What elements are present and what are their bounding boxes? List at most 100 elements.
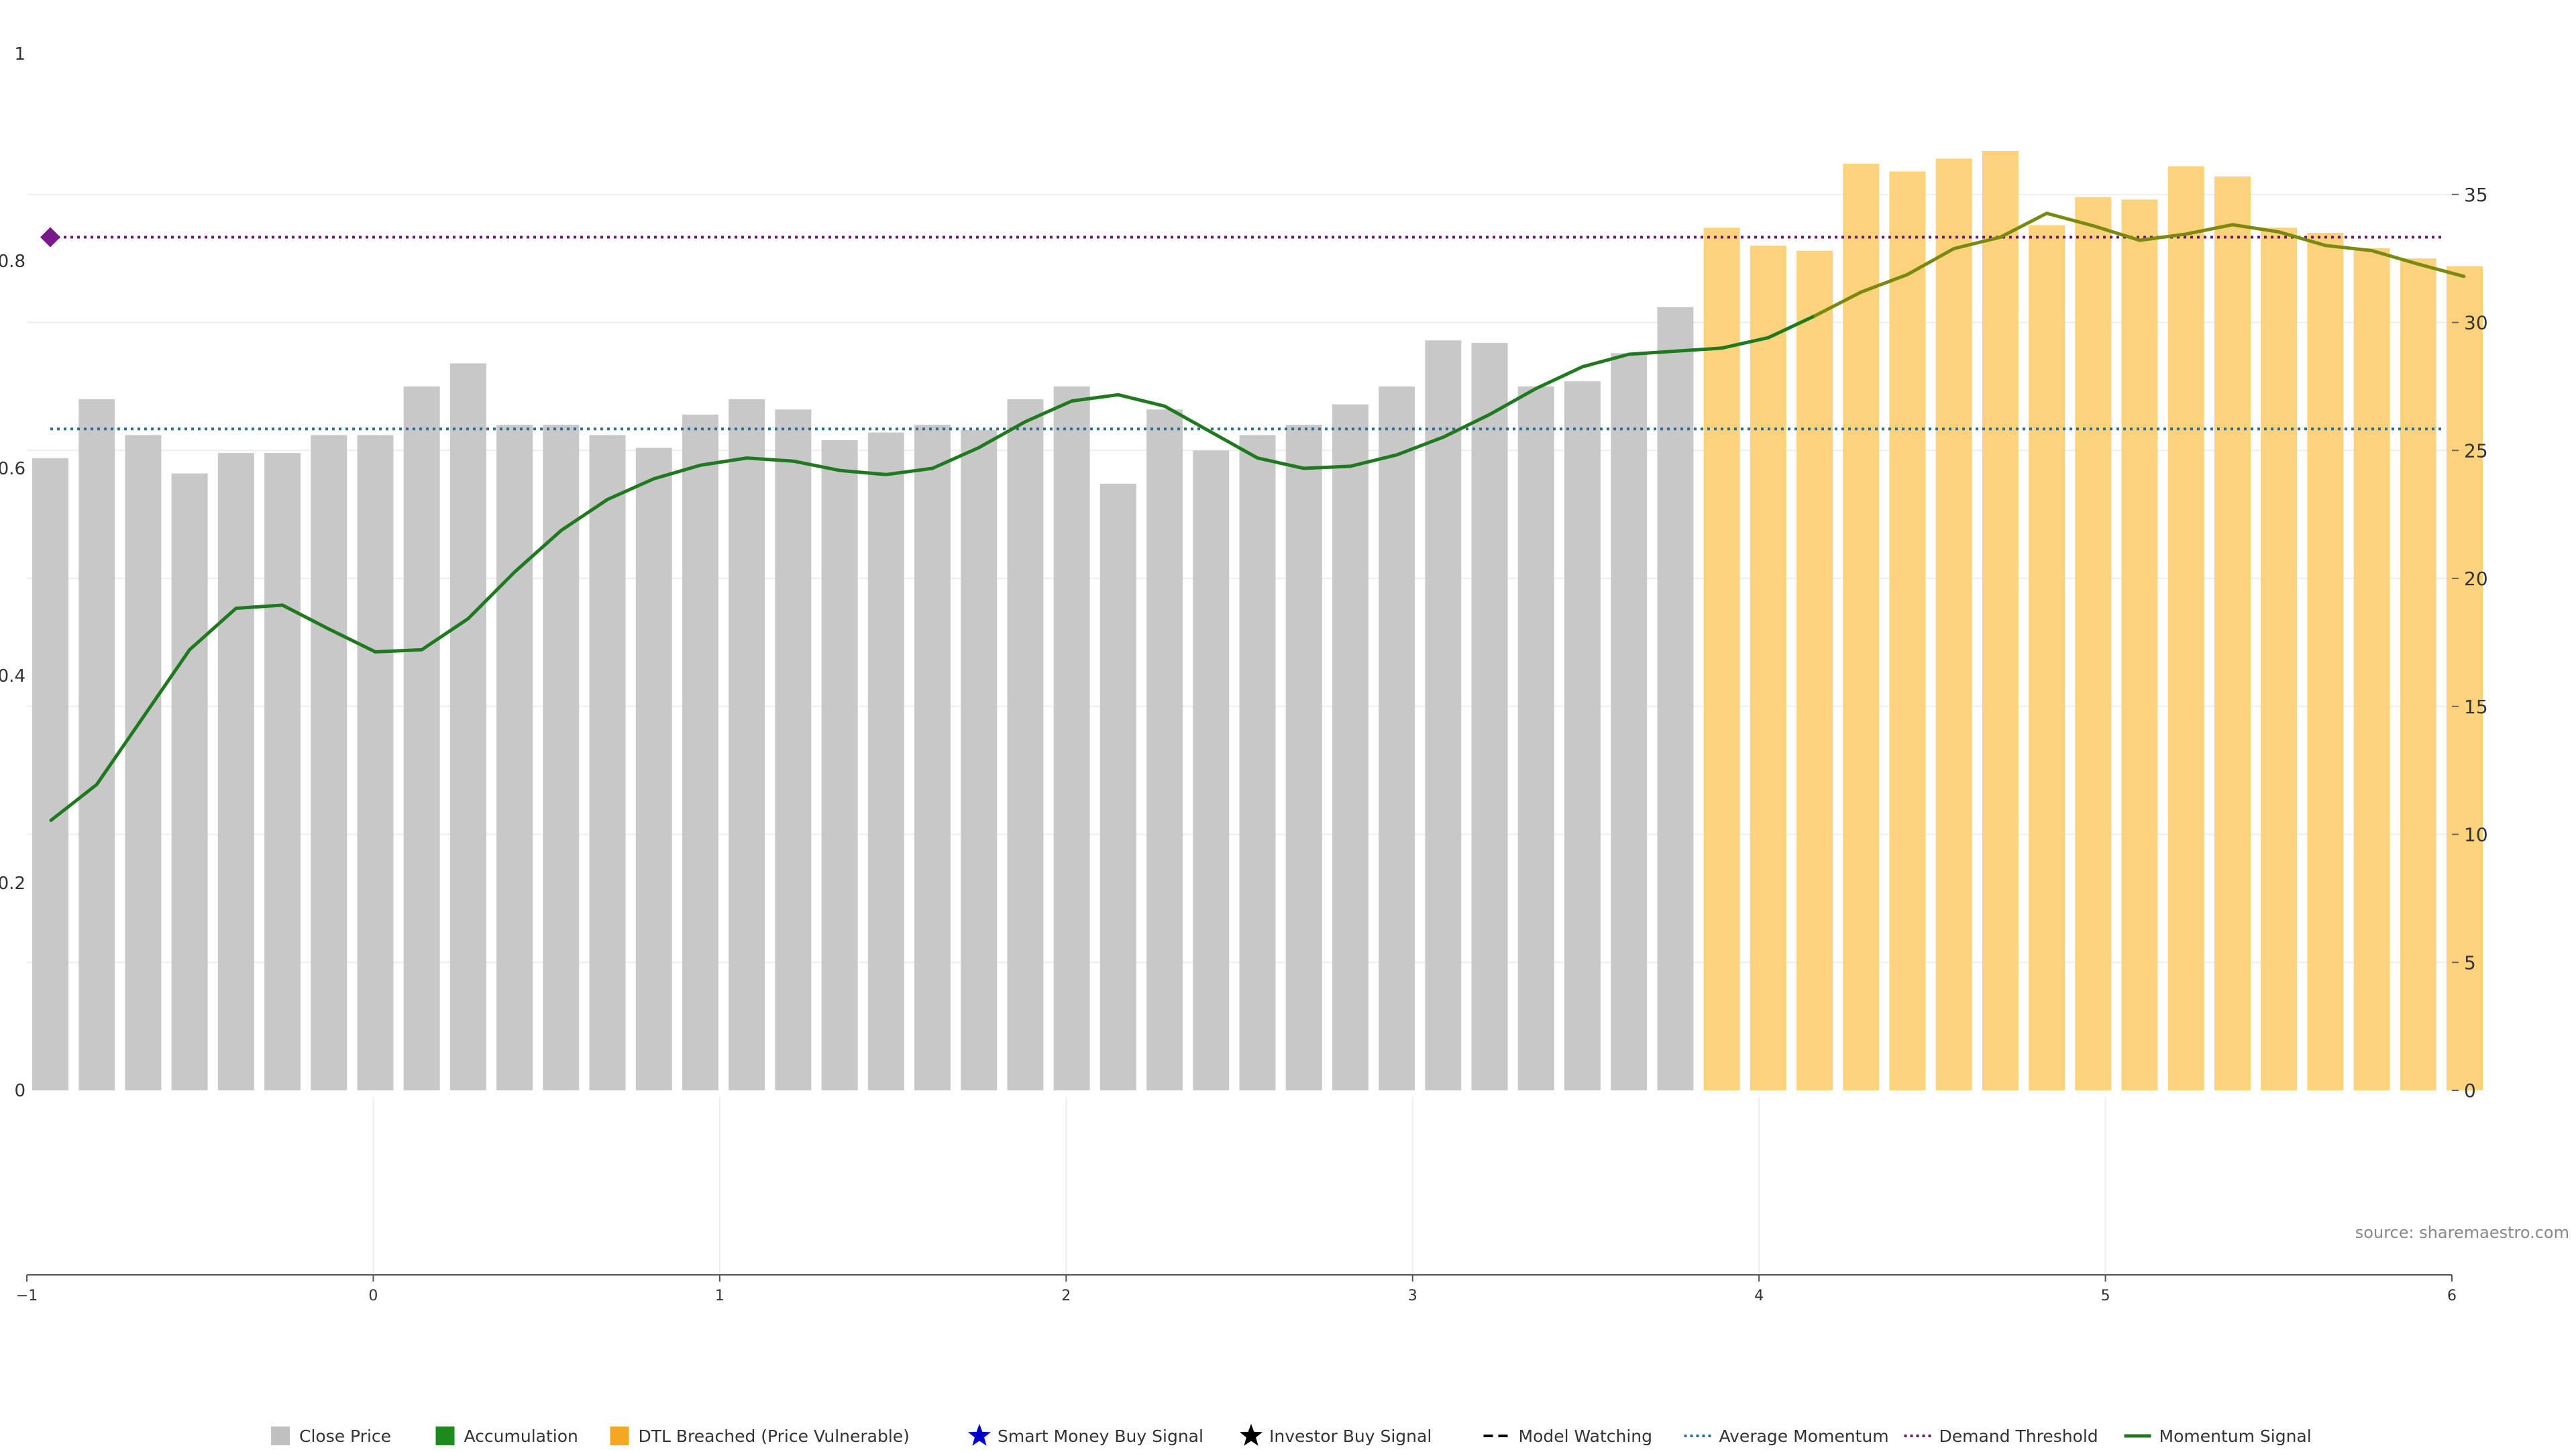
dtl-breached-bar	[2167, 166, 2204, 1091]
legend-label: Close Price	[299, 1427, 391, 1446]
dtl-breached-bar	[1889, 171, 1926, 1091]
legend-item: Accumulation	[435, 1427, 578, 1446]
momentum-signal-point	[189, 648, 191, 651]
close-price-bar	[821, 440, 858, 1090]
x-axis-tick-label: 6	[2447, 1288, 2457, 1304]
momentum-signal-point	[2371, 250, 2373, 252]
x-axis-tick-label: 4	[1754, 1288, 1764, 1304]
legend-square-icon	[271, 1427, 290, 1445]
dtl-breached-bar	[1750, 246, 1786, 1091]
close-price-bar	[1517, 386, 1554, 1090]
close-price-bar	[125, 435, 162, 1090]
left-axis-tick-label: 0.6	[0, 459, 25, 479]
close-price-bar	[1564, 381, 1601, 1090]
momentum-signal-point	[513, 571, 516, 573]
momentum-signal-point	[2139, 239, 2141, 242]
left-axis-tick-label: 0	[14, 1081, 25, 1101]
legend-label: Demand Threshold	[1939, 1427, 2098, 1446]
momentum-signal-point	[1163, 405, 1166, 407]
reference-lines-layer	[40, 227, 2445, 431]
dtl-breached-bar	[2029, 225, 2065, 1091]
momentum-signal-point	[1024, 420, 1026, 423]
close-price-bar	[217, 453, 254, 1090]
legend-square-icon	[435, 1427, 455, 1445]
momentum-signal-point	[1349, 465, 1352, 468]
momentum-signal-point	[1071, 400, 1073, 403]
close-price-bar	[1379, 386, 1415, 1090]
close-price-bar	[1332, 404, 1368, 1090]
close-price-bar	[1146, 409, 1183, 1090]
momentum-signal-point	[1303, 467, 1305, 470]
momentum-signal-point	[1953, 247, 1955, 250]
dtl-breached-bar	[1935, 158, 1972, 1090]
legend-star-icon	[967, 1424, 991, 1446]
momentum-signal-point	[1210, 431, 1212, 433]
close-price-bar	[311, 435, 347, 1090]
source-label: source: sharemaestro.com	[2355, 1223, 2569, 1242]
left-axis-tick-label: 0.2	[0, 874, 25, 894]
momentum-signal-point	[2092, 224, 2094, 227]
close-price-bar	[1471, 343, 1508, 1090]
momentum-signal-point	[2045, 212, 2048, 215]
legend: Close Price Accumulation DTL Breached (Pri…	[271, 1424, 2312, 1446]
close-price-bar	[775, 409, 812, 1090]
close-price-bar	[171, 473, 208, 1090]
right-axis-tick-label: 15	[2464, 696, 2488, 718]
close-price-bar	[32, 458, 68, 1090]
momentum-signal-point	[839, 469, 841, 472]
close-price-bar	[1425, 340, 1462, 1090]
momentum-signal-point	[1860, 291, 1862, 293]
legend-label: Investor Buy Signal	[1269, 1427, 1432, 1446]
close-price-bar	[264, 453, 301, 1090]
dtl-breached-bar	[2400, 258, 2436, 1090]
right-axis-tick-label: 30	[2464, 312, 2488, 334]
momentum-signal-point	[699, 464, 702, 466]
momentum-signal-point	[606, 498, 609, 501]
legend-label: Accumulation	[464, 1427, 578, 1446]
right-axis-tick-label: 10	[2464, 824, 2488, 846]
right-axis-tick-label: 5	[2464, 951, 2476, 974]
close-price-bar	[1099, 483, 1136, 1090]
dtl-breached-bar	[2075, 197, 2112, 1090]
momentum-signal-point	[235, 607, 237, 610]
close-price-bar	[961, 429, 998, 1090]
momentum-signal-point	[374, 650, 376, 653]
momentum-signal-point	[931, 467, 934, 470]
momentum-signal-point	[281, 604, 284, 607]
momentum-signal-point	[2185, 233, 2188, 236]
legend-item: Smart Money Buy Signal	[967, 1424, 1203, 1446]
legend-square-icon	[610, 1427, 629, 1445]
legend-label: Average Momentum	[1719, 1427, 1889, 1446]
momentum-signal-point	[2463, 275, 2466, 278]
left-axis-tick-label: 0.8	[0, 252, 25, 272]
momentum-signal-point	[2277, 231, 2280, 234]
close-price-bar	[78, 399, 115, 1090]
right-axis-tick-label: 0	[2464, 1080, 2476, 1102]
momentum-signal-point	[559, 529, 562, 532]
close-price-bar	[1611, 353, 1648, 1091]
x-axis-tick-label: −1	[16, 1288, 38, 1304]
dtl-breached-bar	[1982, 150, 2019, 1090]
close-price-bar	[589, 435, 626, 1090]
momentum-signal-point	[1813, 315, 1816, 317]
close-price-bar	[635, 448, 672, 1090]
right-axis-tick-label: 25	[2464, 439, 2488, 462]
momentum-signal-point	[1117, 393, 1120, 396]
x-axis-tick-label: 5	[2101, 1288, 2110, 1304]
x-axis-tick-label: 3	[1408, 1288, 1417, 1304]
momentum-signal-point	[977, 446, 980, 449]
close-price-bar	[1193, 450, 1230, 1090]
momentum-signal-point	[467, 617, 470, 620]
momentum-signal-point	[1581, 366, 1584, 368]
legend-item: Average Momentum	[1684, 1427, 1889, 1446]
close-price-bar	[357, 435, 394, 1090]
demand-threshold-diamond-marker	[40, 227, 60, 248]
momentum-signal-point	[2324, 244, 2326, 247]
dtl-breached-bar	[2214, 176, 2251, 1091]
legend-item: Investor Buy Signal	[1239, 1424, 1432, 1446]
dtl-breached-bar	[1796, 250, 1833, 1091]
close-price-bar	[543, 425, 580, 1090]
momentum-signal-point	[49, 819, 52, 822]
